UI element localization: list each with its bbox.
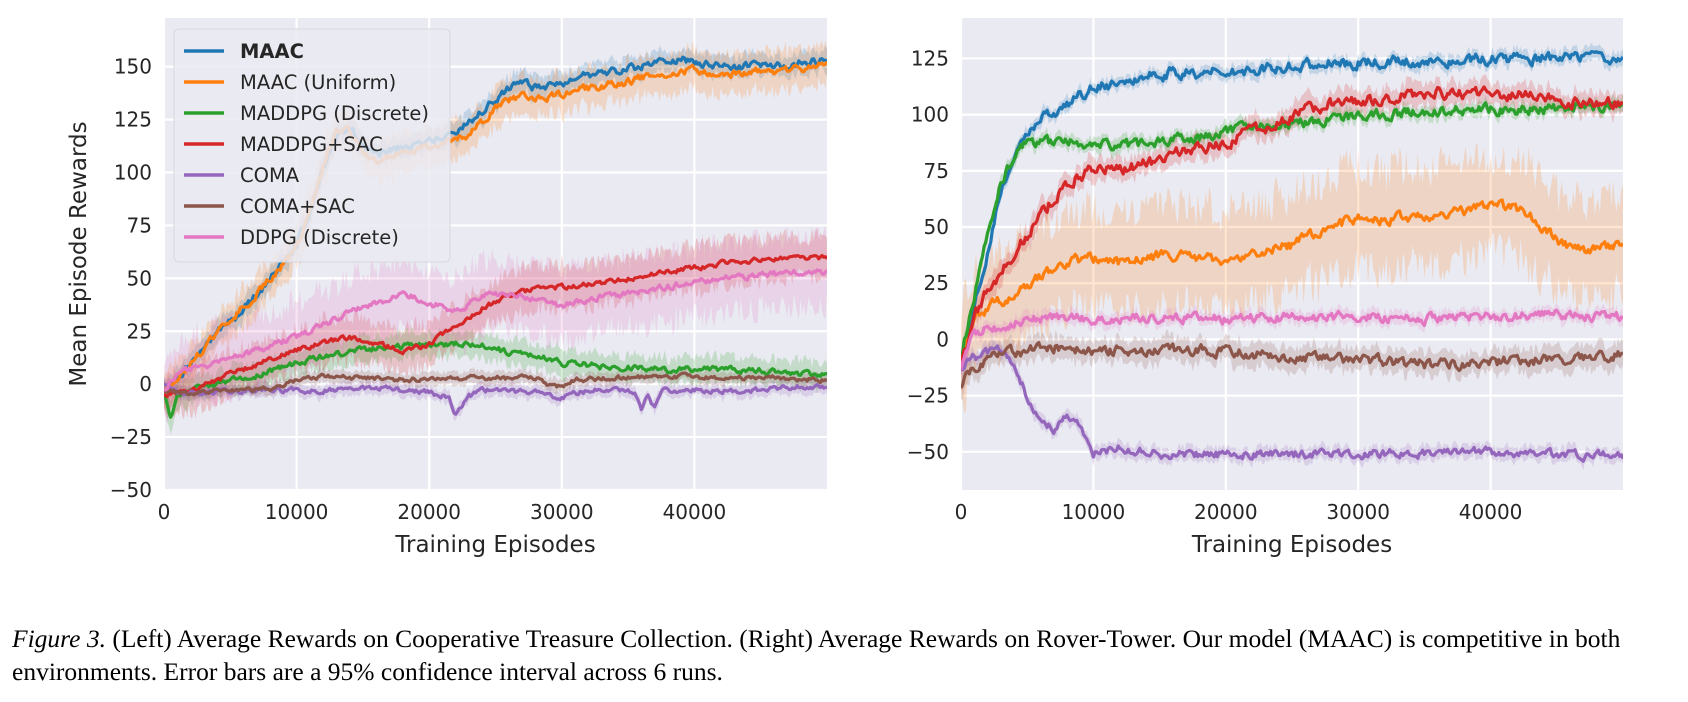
y-tick-label: 75 [127,213,152,237]
caption-text: (Left) Average Rewards on Cooperative Tr… [12,624,1621,686]
series-line-coma-sac [164,371,827,397]
y-tick-label: −50 [110,478,152,502]
x-axis-title: Training Episodes [1191,532,1392,558]
series-line-maac-uniform [961,198,1623,356]
series-line-coma-sac [961,341,1623,389]
legend-label: MADDPG+SAC [240,133,383,156]
y-axis-title: Mean Episode Rewards [66,121,92,386]
ci-band-ddpg-discrete [961,303,1623,379]
x-tick-label: 40000 [1459,500,1523,524]
y-tick-label: 0 [139,372,152,396]
ci-band-maddpg-sac [961,74,1623,380]
legend-label: DDPG (Discrete) [240,226,399,249]
series-line-ddpg-discrete [164,268,827,392]
legend-item: MAAC (Uniform) [184,71,396,94]
y-tick-label: 100 [114,161,152,185]
ci-band-ddpg-discrete [164,225,827,425]
series-line-maac [961,50,1623,367]
x-tick-label: 30000 [530,500,594,524]
x-tick-label: 0 [955,500,968,524]
legend-item: MAAC [184,40,304,63]
y-tick-label: 50 [127,266,152,290]
legend-label: COMA+SAC [240,195,355,218]
ci-band-coma-sac [961,329,1623,400]
legend-item: MADDPG (Discrete) [184,102,429,125]
right-chart-panel: 0 10000 20000 30000 40000 −50 −25 0 25 50 75 100 125… [907,18,1623,558]
y-tick-label: −25 [907,384,949,408]
series-line-coma [961,344,1623,463]
x-tick-label: 10000 [1062,500,1126,524]
x-tick-label: 0 [158,500,171,524]
legend: MAAC MAAC (Uniform) MADDPG (Discrete) MADDP… [173,28,451,263]
series-line-maac-uniform [164,60,827,394]
x-tick-label: 40000 [663,500,727,524]
legend-box [173,28,451,263]
figure: 0 10000 20000 30000 40000−50−250255075100125… [66,18,1623,558]
y-tick-label: 0 [936,327,949,351]
x-tick-label: 30000 [1326,500,1390,524]
y-tick-label: 25 [924,271,949,295]
y-tick-label: 75 [924,159,949,183]
series-lines [961,50,1623,463]
y-tick-label: 125 [114,108,152,132]
legend-item: COMA [184,164,300,187]
x-axis-title: Training Episodes [394,532,595,558]
x-tick-label: 10000 [265,500,329,524]
y-tick-label: 125 [911,46,949,70]
y-tick-label: −25 [110,425,152,449]
x-tick-label: 20000 [1194,500,1258,524]
series-line-coma [164,382,827,416]
x-tick-label: 20000 [397,500,461,524]
y-tick-label: −50 [907,440,949,464]
legend-item: DDPG (Discrete) [184,226,399,249]
legend-label: MAAC [240,40,304,63]
y-tick-label: 100 [911,103,949,127]
legend-label: MADDPG (Discrete) [240,102,429,125]
series-line-maddpg-discrete [164,340,827,419]
series-lines [164,55,827,419]
series-line-ddpg-discrete [961,308,1623,370]
y-tick-label: 25 [127,319,152,343]
legend-label: MAAC (Uniform) [240,71,396,94]
ci-band-maddpg-sac [164,227,827,420]
legend-label: COMA [240,164,300,187]
legend-item: MADDPG+SAC [184,133,383,156]
series-line-maddpg-sac [961,85,1623,367]
series-line-maddpg-sac [164,253,827,399]
legend-item: COMA+SAC [184,195,355,218]
y-tick-label: 150 [114,55,152,79]
figure-caption: Figure 3. (Left) Average Rewards on Coop… [12,622,1680,688]
caption-label: Figure 3. [12,624,106,653]
y-tick-label: 50 [924,215,949,239]
left-chart-panel: 0 10000 20000 30000 40000 −50 −25 0 25 50 75 100 125… [66,18,827,558]
series-line-maddpg-discrete [961,101,1623,362]
